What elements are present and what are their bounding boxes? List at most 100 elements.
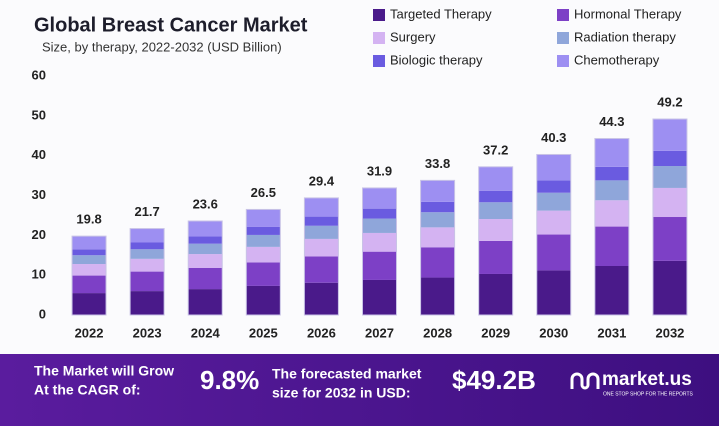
bar-segment bbox=[304, 216, 339, 226]
bar-segment bbox=[304, 282, 339, 315]
x-tick-label: 2031 bbox=[597, 325, 626, 340]
bar-segment bbox=[652, 217, 687, 261]
legend-label: Radiation therapy bbox=[574, 29, 676, 44]
bar-segment bbox=[536, 234, 571, 271]
bar-segment bbox=[362, 251, 397, 280]
bar-outline bbox=[303, 197, 339, 316]
bar-segment bbox=[478, 273, 513, 315]
bar-segment bbox=[246, 285, 281, 315]
bar-total-label: 49.2 bbox=[657, 94, 682, 109]
bar-segment bbox=[130, 242, 165, 250]
x-tick-label: 2028 bbox=[423, 325, 452, 340]
bar-outline bbox=[245, 208, 281, 316]
bar-segment bbox=[72, 236, 107, 250]
bar-segment bbox=[304, 225, 339, 239]
legend-label: Biologic therapy bbox=[390, 52, 483, 67]
bar-segment bbox=[304, 256, 339, 283]
bar-segment bbox=[246, 262, 281, 286]
bar-segment bbox=[72, 255, 107, 265]
bar-segment bbox=[478, 190, 513, 203]
bar-total-label: 23.6 bbox=[193, 196, 218, 211]
footer-cagr-text: At the CAGR of: bbox=[34, 382, 141, 398]
chart-subtitle: Size, by therapy, 2022-2032 (USD Billion… bbox=[42, 39, 282, 54]
bar-segment bbox=[130, 249, 165, 259]
bar-outline bbox=[187, 220, 223, 316]
y-tick-label: 20 bbox=[32, 227, 46, 242]
legend-swatch bbox=[557, 55, 569, 67]
x-tick-label: 2030 bbox=[539, 325, 568, 340]
bar-segment bbox=[188, 236, 223, 244]
bar-segment bbox=[246, 226, 281, 235]
bar-segment bbox=[362, 218, 397, 233]
bar-outline bbox=[420, 179, 456, 316]
y-tick-label: 0 bbox=[39, 306, 46, 321]
y-tick-label: 30 bbox=[32, 187, 46, 202]
y-tick-label: 40 bbox=[32, 147, 46, 162]
footer-cagr-text: The Market will Grow bbox=[34, 363, 174, 379]
x-tick-label: 2024 bbox=[191, 325, 221, 340]
bar-segment bbox=[594, 138, 629, 167]
bar-segment bbox=[652, 150, 687, 167]
y-tick-label: 50 bbox=[32, 107, 46, 122]
bar-segment bbox=[246, 234, 281, 247]
bar-segment bbox=[478, 219, 513, 241]
bar-segment bbox=[536, 180, 571, 193]
legend-swatch bbox=[557, 32, 569, 44]
bar-segment bbox=[362, 232, 397, 252]
bar-segment bbox=[304, 197, 339, 217]
footer-brand: market.us bbox=[602, 369, 692, 390]
bar-segment bbox=[420, 277, 455, 315]
bar-segment bbox=[130, 291, 165, 315]
bar-total-label: 40.3 bbox=[541, 130, 566, 145]
bar-segment bbox=[72, 249, 107, 256]
bar-segment bbox=[246, 246, 281, 263]
x-tick-label: 2027 bbox=[365, 325, 394, 340]
bar-segment bbox=[362, 279, 397, 315]
footer-forecast-value: $49.2B bbox=[452, 365, 536, 395]
legend-swatch bbox=[373, 32, 385, 44]
bar-segment bbox=[652, 187, 687, 218]
footer-forecast-text: The forecasted market bbox=[272, 366, 422, 382]
x-tick-label: 2026 bbox=[307, 325, 336, 340]
bar-segment bbox=[130, 228, 165, 243]
bar-segment bbox=[594, 226, 629, 267]
legend-label: Hormonal Therapy bbox=[574, 6, 682, 21]
bar-segment bbox=[420, 212, 455, 228]
legend-label: Targeted Therapy bbox=[390, 6, 492, 21]
bar-segment bbox=[188, 243, 223, 255]
bar-outline bbox=[362, 187, 397, 316]
footer-forecast-text: size for 2032 in USD: bbox=[272, 385, 411, 401]
bar-segment bbox=[362, 208, 397, 219]
bar-segment bbox=[362, 187, 397, 209]
x-tick-label: 2022 bbox=[75, 325, 104, 340]
bar-outline bbox=[71, 235, 107, 316]
legend-swatch bbox=[557, 9, 569, 21]
bar-outline bbox=[478, 166, 514, 316]
bar-segment bbox=[478, 240, 513, 274]
bar-segment bbox=[72, 264, 107, 276]
legend-label: Chemotherapy bbox=[574, 52, 660, 67]
y-tick-label: 60 bbox=[32, 67, 46, 82]
bar-total-label: 29.4 bbox=[309, 173, 335, 188]
bar-total-label: 44.3 bbox=[599, 114, 624, 129]
bar-segment bbox=[594, 166, 629, 181]
bar-segment bbox=[420, 201, 455, 213]
x-tick-label: 2032 bbox=[655, 325, 684, 340]
x-tick-label: 2029 bbox=[481, 325, 510, 340]
bar-segment bbox=[188, 289, 223, 315]
bar-total-label: 31.9 bbox=[367, 163, 392, 178]
bar-segment bbox=[72, 275, 107, 294]
bar-segment bbox=[188, 220, 223, 237]
x-tick-label: 2023 bbox=[133, 325, 162, 340]
bar-segment bbox=[478, 202, 513, 220]
chart-title: Global Breast Cancer Market bbox=[34, 14, 308, 36]
y-tick-label: 10 bbox=[32, 267, 46, 282]
footer-cagr-value: 9.8% bbox=[200, 365, 259, 395]
bar-segment bbox=[478, 166, 513, 191]
bar-outline bbox=[129, 228, 165, 316]
footer-tagline: ONE STOP SHOP FOR THE REPORTS bbox=[603, 391, 694, 397]
brand-logo bbox=[570, 372, 600, 390]
legend-label: Surgery bbox=[390, 29, 436, 44]
bar-segment bbox=[72, 293, 107, 315]
